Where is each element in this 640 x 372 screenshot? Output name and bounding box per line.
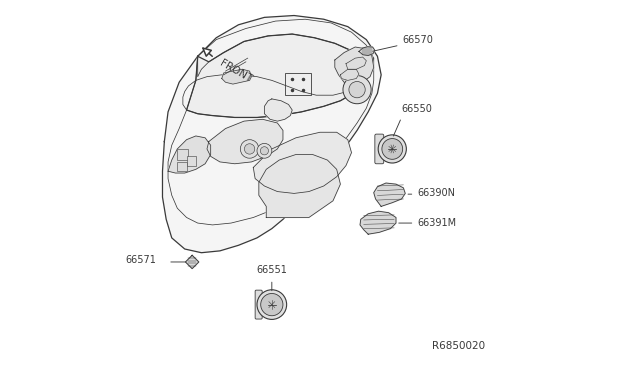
Text: 66570: 66570 [403,35,433,45]
Circle shape [343,76,371,104]
Circle shape [244,144,255,154]
Bar [177,162,187,171]
Circle shape [240,140,259,158]
Bar [177,149,188,160]
Polygon shape [187,34,366,118]
Polygon shape [346,57,366,69]
Text: 66571: 66571 [125,255,156,265]
Polygon shape [374,183,405,206]
FancyBboxPatch shape [375,134,384,164]
Circle shape [378,135,406,163]
Circle shape [257,290,287,320]
Polygon shape [253,132,351,193]
Circle shape [260,294,283,316]
Text: 66390N: 66390N [417,188,455,198]
FancyBboxPatch shape [255,290,262,319]
Text: 66550: 66550 [401,104,433,114]
Text: R6850020: R6850020 [432,341,485,351]
Polygon shape [163,16,381,253]
Polygon shape [359,46,375,55]
Circle shape [260,147,269,155]
Polygon shape [186,255,199,269]
Circle shape [382,138,403,159]
Text: 66551: 66551 [257,265,287,275]
Bar [285,73,311,95]
Polygon shape [360,211,396,234]
Bar [187,156,196,166]
Text: 66391M: 66391M [417,218,456,228]
Circle shape [257,143,272,158]
Circle shape [349,81,365,98]
Polygon shape [168,136,211,173]
Polygon shape [340,69,359,80]
Text: FRONT: FRONT [218,58,253,84]
Polygon shape [222,69,252,84]
Polygon shape [259,154,340,218]
Polygon shape [264,99,292,121]
Polygon shape [335,47,374,84]
Polygon shape [207,119,283,164]
